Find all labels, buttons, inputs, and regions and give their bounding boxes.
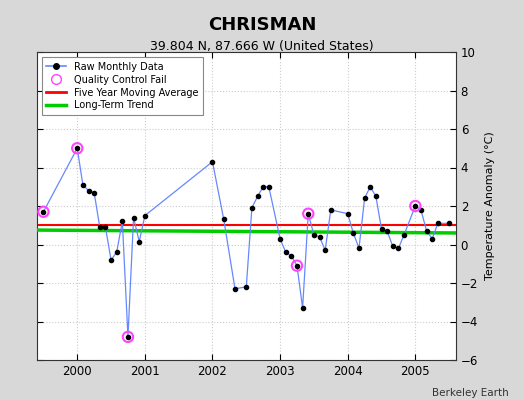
Point <box>140 212 149 219</box>
Point <box>95 224 104 230</box>
Point <box>372 193 380 200</box>
Point <box>84 187 93 194</box>
Point <box>298 305 307 311</box>
Text: Berkeley Earth: Berkeley Earth <box>432 388 508 398</box>
Point <box>129 214 138 221</box>
Point <box>361 195 369 202</box>
Point <box>276 236 285 242</box>
Point <box>254 193 262 200</box>
Point <box>287 253 296 259</box>
Point <box>321 247 330 254</box>
Y-axis label: Temperature Anomaly (°C): Temperature Anomaly (°C) <box>485 132 495 280</box>
Point <box>377 226 386 232</box>
Point <box>231 286 239 292</box>
Point <box>400 232 408 238</box>
Point <box>428 236 436 242</box>
Point <box>113 249 121 255</box>
Point <box>39 208 48 215</box>
Text: CHRISMAN: CHRISMAN <box>208 16 316 34</box>
Point <box>411 203 420 209</box>
Point <box>304 210 312 217</box>
Point <box>389 243 397 250</box>
Point <box>411 203 420 209</box>
Point <box>242 284 250 290</box>
Point <box>366 184 375 190</box>
Point <box>293 262 301 269</box>
Point <box>118 218 126 225</box>
Point <box>124 334 132 340</box>
Point <box>304 210 312 217</box>
Point <box>124 334 132 340</box>
Point <box>445 220 453 226</box>
Point <box>220 216 228 223</box>
Point <box>248 205 256 211</box>
Point <box>355 245 363 252</box>
Point <box>434 220 442 226</box>
Point <box>208 158 216 165</box>
Point <box>349 230 357 236</box>
Point <box>107 257 115 263</box>
Point <box>73 145 81 152</box>
Point <box>293 262 301 269</box>
Point <box>79 182 87 188</box>
Point <box>310 232 318 238</box>
Point <box>265 184 273 190</box>
Point <box>383 228 391 234</box>
Point <box>135 238 144 245</box>
Point <box>39 208 48 215</box>
Legend: Raw Monthly Data, Quality Control Fail, Five Year Moving Average, Long-Term Tren: Raw Monthly Data, Quality Control Fail, … <box>41 57 203 115</box>
Point <box>315 234 324 240</box>
Point <box>394 245 402 252</box>
Point <box>422 228 431 234</box>
Text: 39.804 N, 87.666 W (United States): 39.804 N, 87.666 W (United States) <box>150 40 374 53</box>
Point <box>73 145 81 152</box>
Point <box>417 207 425 213</box>
Point <box>326 207 335 213</box>
Point <box>281 249 290 255</box>
Point <box>259 184 267 190</box>
Point <box>344 210 352 217</box>
Point <box>90 189 99 196</box>
Point <box>101 224 110 230</box>
